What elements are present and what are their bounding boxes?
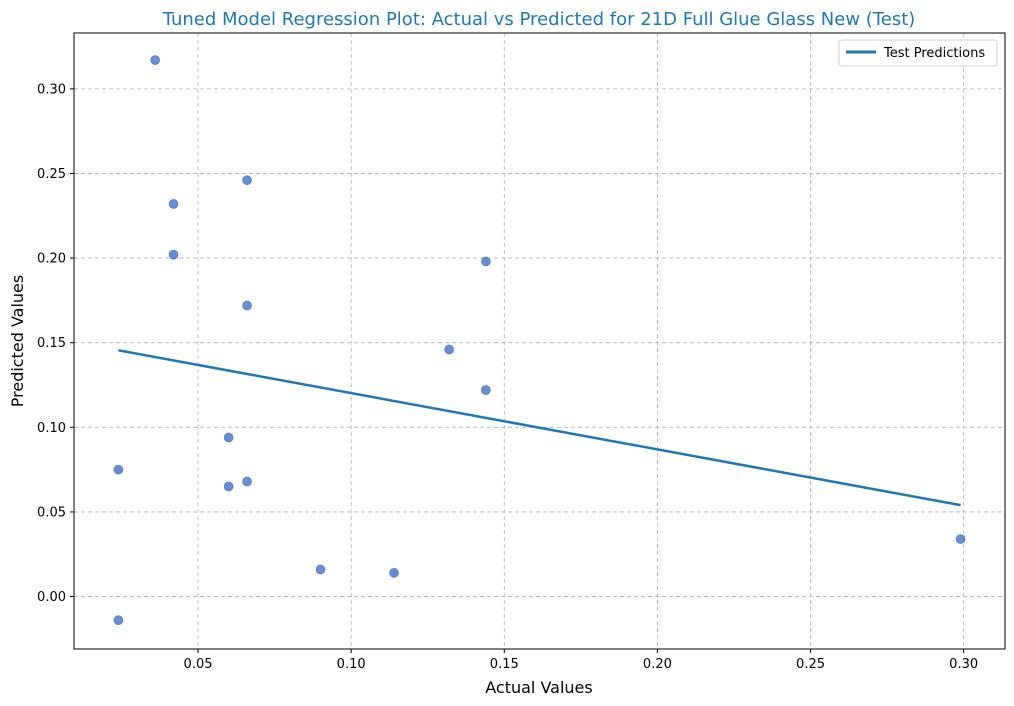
y-tick-label: 0.10 [37,421,66,436]
scatter-point [481,256,491,267]
scatter-point [444,344,454,355]
scatter-point [223,481,234,492]
scatter-point [315,564,326,575]
scatter-point [389,568,399,578]
y-tick-label: 0.00 [37,590,66,605]
x-tick-label: 0.25 [796,657,825,672]
scatter-point [242,476,252,487]
legend-label: Test Predictions [883,46,985,61]
x-tick-label: 0.05 [184,657,213,672]
y-tick-label: 0.05 [37,505,66,520]
y-tick-label: 0.20 [37,252,66,267]
chart-title: Tuned Model Regression Plot: Actual vs P… [162,9,916,30]
scatter-point [168,199,179,209]
scatter-point [223,432,234,443]
scatter-point [113,464,124,475]
scatter-point [150,55,160,65]
x-tick-label: 0.30 [949,657,978,672]
legend: Test Predictions [838,39,998,67]
scatter-point [481,385,491,395]
y-axis-ticks: 0.00 0.05 0.10 0.15 0.20 0.25 0.30 [37,82,74,605]
scatter-point [168,249,179,260]
plot-area-frame [73,32,1006,650]
x-tick-label: 0.10 [337,657,366,672]
grid-lines [74,33,1005,649]
x-axis-label: Actual Values [485,678,592,697]
x-axis-ticks: 0.05 0.10 0.15 0.20 0.25 0.30 [184,649,978,672]
scatter-point [242,300,252,311]
x-tick-label: 0.20 [643,657,672,672]
scatter-point [955,534,966,544]
regression-line-layer [118,349,961,507]
legend-box [838,39,998,67]
y-tick-label: 0.25 [37,167,66,182]
scatter-point [242,175,252,186]
y-tick-label: 0.30 [37,82,66,97]
x-tick-label: 0.15 [490,657,519,672]
y-axis-label: Predicted Values [8,275,27,407]
y-tick-label: 0.15 [37,336,66,351]
scatter-points [113,55,966,626]
regression-line [118,349,961,507]
scatter-point [113,615,124,626]
